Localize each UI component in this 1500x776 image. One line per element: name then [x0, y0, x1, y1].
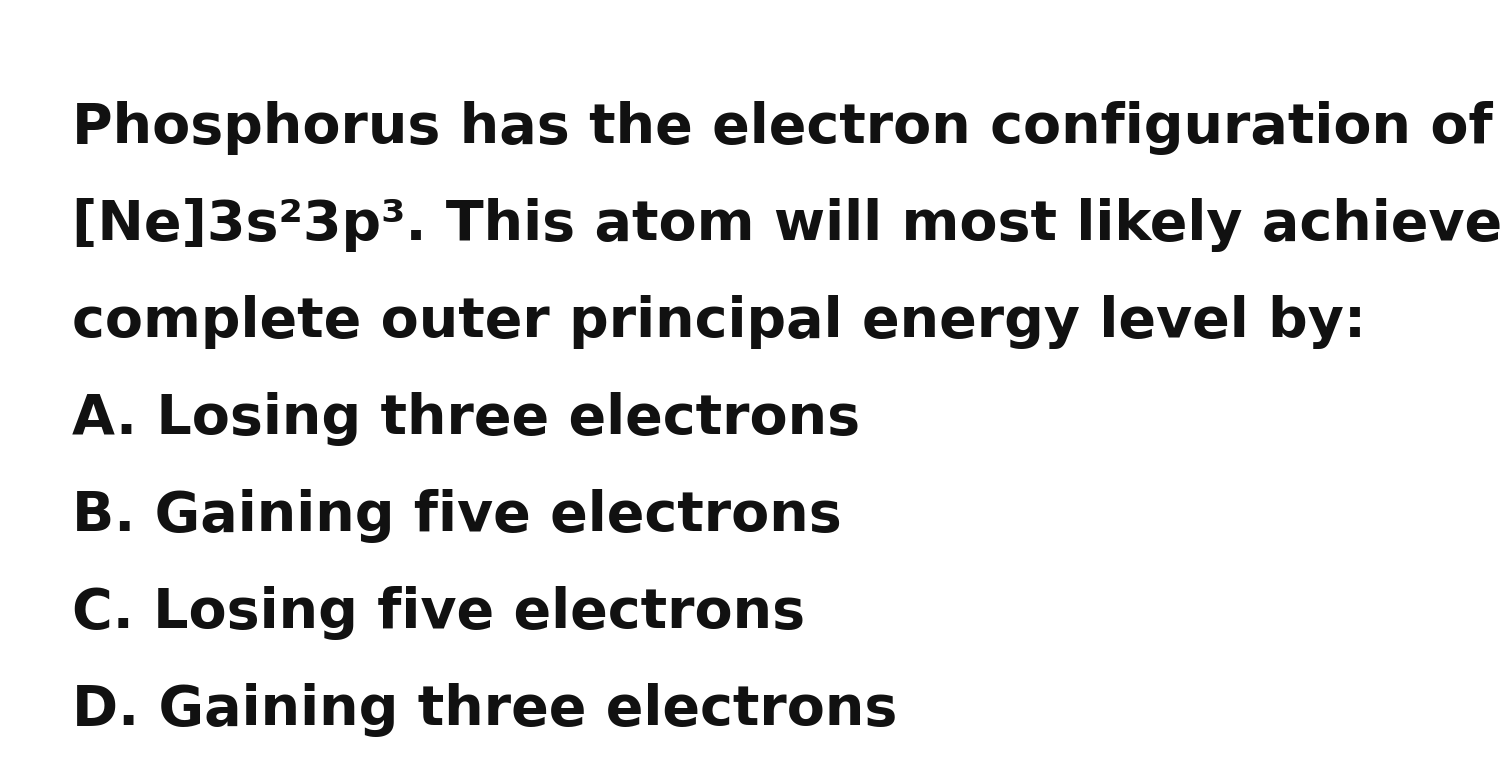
- Text: Phosphorus has the electron configuration of: Phosphorus has the electron configuratio…: [72, 101, 1492, 155]
- Text: D. Gaining three electrons: D. Gaining three electrons: [72, 683, 897, 737]
- Text: A. Losing three electrons: A. Losing three electrons: [72, 392, 859, 446]
- Text: B. Gaining five electrons: B. Gaining five electrons: [72, 489, 842, 543]
- Text: C. Losing five electrons: C. Losing five electrons: [72, 586, 806, 640]
- Text: [Ne]3s²3p³. This atom will most likely achieve a: [Ne]3s²3p³. This atom will most likely a…: [72, 198, 1500, 252]
- Text: complete outer principal energy level by:: complete outer principal energy level by…: [72, 295, 1366, 349]
